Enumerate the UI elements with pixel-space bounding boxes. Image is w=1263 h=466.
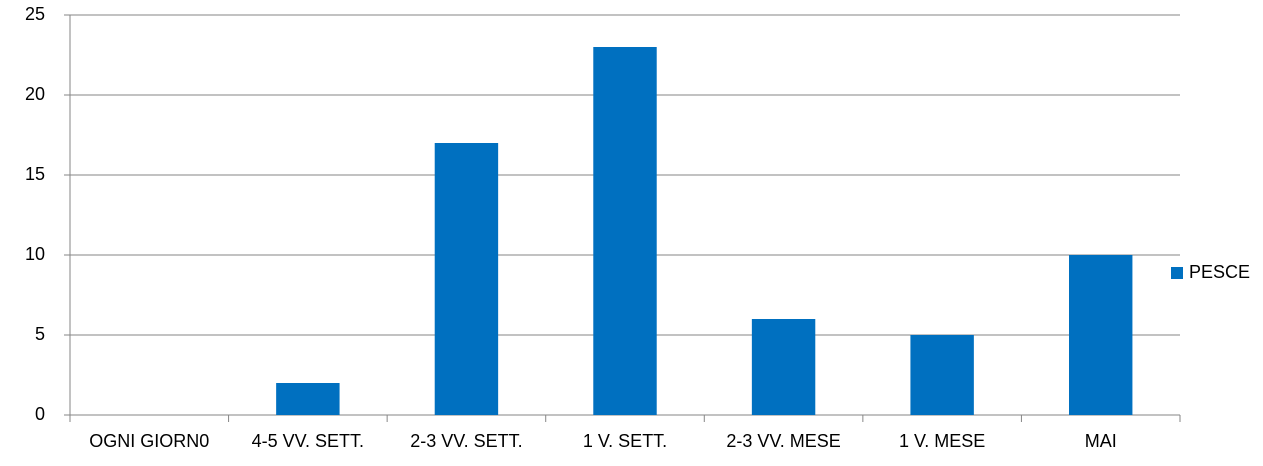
y-tick-label: 20 [25, 84, 45, 104]
legend-swatch [1171, 267, 1183, 279]
x-tick-label: 4-5 VV. SETT. [252, 431, 364, 451]
y-tick-label: 0 [35, 404, 45, 424]
x-tick-label: OGNI GIORN0 [89, 431, 209, 451]
legend-label: PESCE [1189, 262, 1250, 282]
x-tick-label: 1 V. SETT. [583, 431, 667, 451]
bar [1069, 255, 1133, 415]
bar [434, 143, 499, 415]
x-tick-label: 2-3 VV. MESE [726, 431, 840, 451]
y-tick-label: 15 [25, 164, 45, 184]
y-tick-label: 5 [35, 324, 45, 344]
bar [276, 383, 340, 415]
x-tick-label: MAI [1085, 431, 1117, 451]
y-tick-label: 10 [25, 244, 45, 264]
bar [910, 335, 974, 415]
bar [593, 47, 657, 415]
x-tick-label: 1 V. MESE [899, 431, 985, 451]
y-tick-label: 25 [25, 4, 45, 24]
bar [751, 319, 816, 415]
x-tick-label: 2-3 VV. SETT. [410, 431, 522, 451]
